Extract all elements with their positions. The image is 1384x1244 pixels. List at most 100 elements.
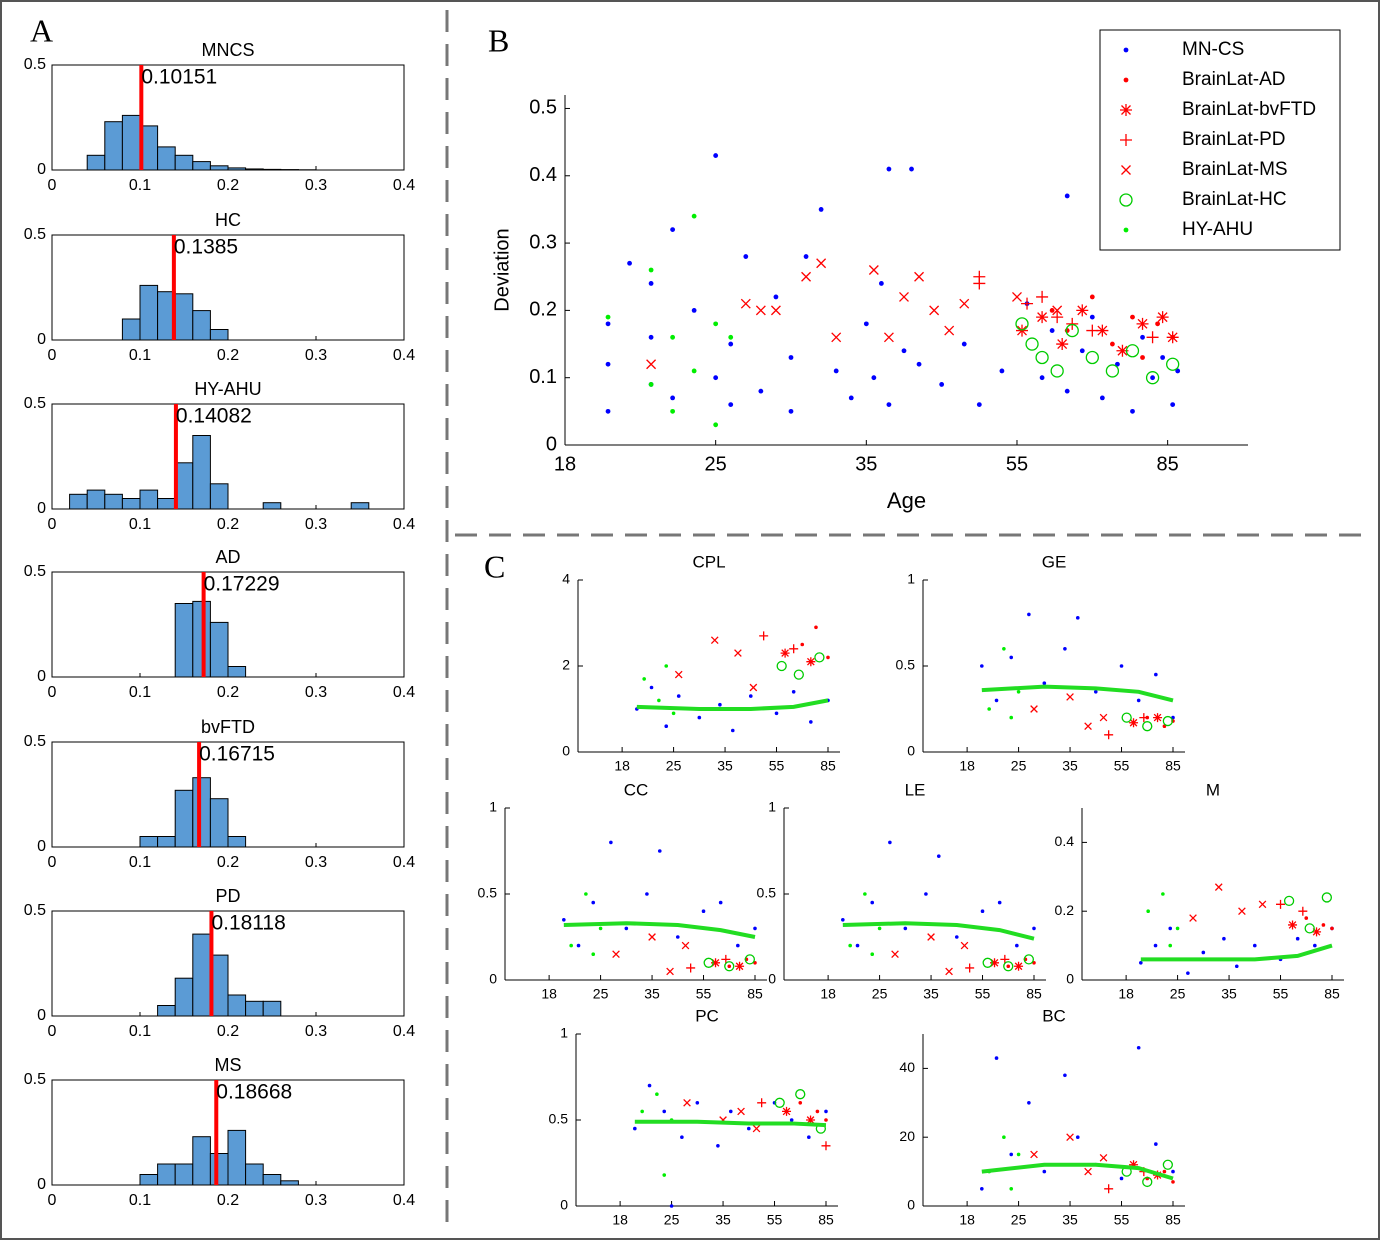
point <box>1076 304 1089 317</box>
point <box>1009 1187 1014 1191</box>
point <box>1006 964 1011 969</box>
point <box>1175 368 1181 374</box>
trend-line <box>634 1119 827 1128</box>
y-tick-label: 0.4 <box>529 164 557 186</box>
point <box>1153 943 1158 948</box>
point <box>1015 317 1029 331</box>
point <box>670 227 676 233</box>
x-tick-label: 85 <box>1165 758 1181 774</box>
x-tick-label: 0.3 <box>305 516 327 533</box>
point <box>1042 1169 1047 1174</box>
point <box>753 926 757 931</box>
legend-marker <box>1123 77 1129 83</box>
point <box>1030 705 1038 713</box>
point <box>1066 317 1079 330</box>
y-tick-label: 0 <box>37 331 46 348</box>
point <box>789 1118 794 1122</box>
point <box>1321 923 1326 927</box>
x-tick-label: 35 <box>1062 1212 1078 1228</box>
point <box>1009 1152 1014 1157</box>
point <box>848 943 852 948</box>
point <box>1156 311 1169 324</box>
point <box>1116 344 1129 357</box>
y-axis-label: Deviation <box>491 228 513 311</box>
y-tick-label: 0.5 <box>24 226 46 243</box>
mean-label: 0.16715 <box>199 743 275 766</box>
point <box>899 291 909 302</box>
bar <box>192 310 211 341</box>
bar <box>245 1000 264 1017</box>
point <box>1276 899 1286 909</box>
y-tick-label: 0.3 <box>529 231 557 253</box>
point <box>711 958 721 968</box>
trend-line <box>563 921 756 939</box>
point <box>1002 1135 1006 1139</box>
point <box>814 625 818 630</box>
bar <box>262 1000 282 1017</box>
hist-title: PD <box>215 886 240 906</box>
point <box>744 954 755 965</box>
bar <box>209 621 229 678</box>
trend-line <box>636 698 829 711</box>
x-tick-label: 55 <box>975 986 991 1002</box>
y-tick-label: 2 <box>562 657 570 673</box>
mean-label: 0.17229 <box>204 573 280 596</box>
point <box>1064 388 1070 394</box>
x-tick-label: 0.3 <box>305 177 327 194</box>
point <box>886 166 892 172</box>
x-tick-label: 0.4 <box>393 1192 415 1209</box>
point <box>1160 355 1166 360</box>
point <box>1016 690 1021 694</box>
point <box>936 854 941 858</box>
bar <box>157 146 176 171</box>
hist-title: MNCS <box>202 40 255 60</box>
point <box>1304 916 1309 920</box>
x-tick-label: 0.2 <box>217 516 239 533</box>
point <box>994 698 999 703</box>
x-tick-label: 85 <box>820 758 836 774</box>
point <box>1002 647 1006 651</box>
y-tick-label: 0.5 <box>896 657 916 673</box>
point <box>1121 712 1132 723</box>
mean-label: 0.18118 <box>211 912 285 935</box>
point <box>1063 647 1067 651</box>
y-tick-label: 1 <box>560 1025 568 1041</box>
point <box>824 1118 828 1122</box>
x-tick-label: 25 <box>872 986 888 1002</box>
x-tick-label: 0.4 <box>393 684 415 701</box>
point <box>735 961 745 971</box>
point <box>1052 305 1063 316</box>
y-tick-label: 0.5 <box>24 56 46 73</box>
point <box>752 1124 761 1133</box>
x-tick-label: 0.2 <box>217 1192 239 1209</box>
point <box>648 267 654 273</box>
x-tick-label: 18 <box>959 758 975 774</box>
point <box>1155 321 1161 327</box>
y-tick-label: 0.5 <box>478 885 498 901</box>
point <box>816 258 827 269</box>
point <box>1016 324 1029 337</box>
point <box>1136 317 1149 330</box>
point <box>728 334 734 340</box>
point <box>1099 713 1108 722</box>
point <box>1140 334 1145 340</box>
y-tick-label: 0.5 <box>549 1111 569 1127</box>
point <box>914 271 925 282</box>
point <box>1321 892 1332 903</box>
point <box>868 265 879 275</box>
point <box>1142 1176 1153 1188</box>
point <box>710 636 719 645</box>
subplot-title: CC <box>624 780 649 799</box>
x-tick-label: 55 <box>1114 1212 1130 1228</box>
panel-label: C <box>484 548 505 584</box>
point <box>633 1126 637 1131</box>
point <box>1130 408 1135 414</box>
point <box>776 660 787 672</box>
x-tick-label: 0.2 <box>217 854 239 871</box>
legend-box <box>1099 29 1341 251</box>
point <box>1312 927 1322 937</box>
point <box>721 954 731 964</box>
point <box>877 926 882 931</box>
point <box>718 900 723 905</box>
point <box>965 963 975 973</box>
